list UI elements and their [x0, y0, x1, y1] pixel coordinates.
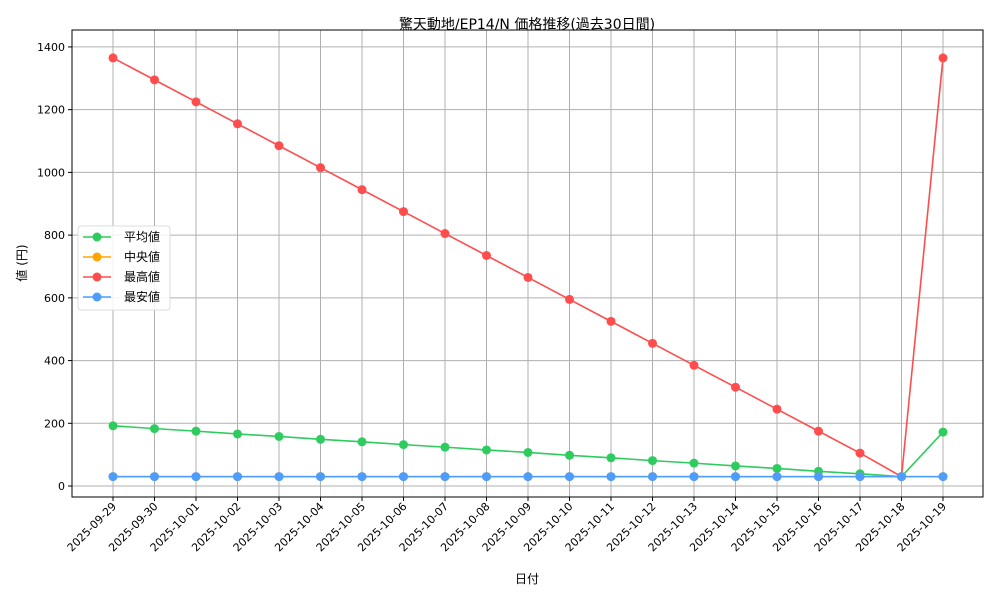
y-axis: 0 200 400 600 800 1000 1200 1400 — [37, 41, 72, 493]
data-point — [772, 472, 782, 482]
data-point — [606, 472, 616, 482]
data-point — [440, 472, 450, 482]
grid — [72, 30, 983, 497]
data-point — [523, 272, 533, 282]
y-tick-label: 200 — [44, 417, 65, 430]
data-point — [689, 472, 699, 482]
data-point — [191, 426, 201, 436]
data-point — [731, 461, 740, 471]
data-point — [606, 316, 616, 326]
y-tick-label: 0 — [58, 480, 65, 493]
data-point — [316, 434, 325, 444]
data-point — [772, 404, 782, 414]
data-point — [482, 251, 491, 261]
data-point — [689, 458, 699, 468]
series-2 — [108, 53, 948, 482]
x-axis: 2025-09-292025-09-302025-10-012025-10-02… — [65, 497, 949, 554]
data-point — [855, 472, 865, 482]
data-point — [565, 450, 574, 460]
legend-label: 最高値 — [124, 269, 160, 284]
data-point — [233, 119, 242, 129]
y-tick-label: 1200 — [37, 104, 65, 117]
data-point — [233, 429, 242, 439]
y-axis-label: 値 (円) — [14, 244, 29, 281]
series-0 — [108, 421, 948, 482]
data-point — [648, 338, 657, 348]
data-point — [108, 472, 118, 482]
data-point — [440, 442, 450, 452]
data-point — [731, 472, 740, 482]
data-point — [938, 53, 948, 63]
data-point — [482, 445, 491, 455]
data-point — [689, 360, 699, 370]
data-point — [606, 453, 616, 463]
data-point — [938, 472, 948, 482]
legend-box — [77, 225, 171, 311]
data-point — [565, 472, 574, 482]
data-point — [274, 472, 284, 482]
legend-marker — [92, 272, 102, 282]
legend-label: 中央値 — [124, 249, 160, 264]
data-point — [814, 472, 823, 482]
legend-marker — [92, 292, 102, 302]
series-group — [108, 53, 948, 482]
legend-label: 最安値 — [124, 289, 160, 304]
data-point — [731, 382, 740, 392]
data-point — [440, 229, 450, 239]
y-tick-label: 800 — [44, 229, 65, 242]
y-tick-label: 400 — [44, 355, 65, 368]
data-point — [648, 456, 657, 466]
y-tick-label: 1000 — [37, 166, 65, 179]
data-point — [357, 472, 367, 482]
data-point — [855, 448, 865, 458]
data-point — [523, 447, 533, 457]
data-point — [108, 421, 118, 431]
legend-label: 平均値 — [124, 229, 160, 244]
data-point — [772, 463, 782, 473]
data-point — [523, 472, 533, 482]
data-point — [938, 427, 948, 437]
data-point — [316, 163, 325, 173]
data-point — [357, 185, 367, 195]
data-point — [897, 472, 906, 482]
data-point — [191, 97, 201, 107]
data-point — [274, 141, 284, 151]
y-tick-label: 600 — [44, 292, 65, 305]
chart-title: 驚天動地/EP14/N 価格推移(過去30日間) — [399, 16, 655, 33]
data-point — [108, 53, 118, 63]
data-point — [233, 472, 242, 482]
data-point — [274, 431, 284, 441]
data-point — [357, 437, 367, 447]
y-tick-label: 1400 — [37, 41, 65, 54]
data-point — [399, 207, 408, 217]
data-point — [150, 75, 159, 85]
data-point — [399, 472, 408, 482]
series-3 — [108, 472, 948, 482]
data-point — [399, 440, 408, 450]
data-point — [814, 426, 823, 436]
legend-marker — [92, 252, 102, 262]
data-point — [150, 472, 159, 482]
legend-marker — [92, 232, 102, 242]
x-axis-label: 日付 — [515, 572, 539, 586]
data-point — [150, 424, 159, 434]
data-point — [191, 472, 201, 482]
data-point — [648, 472, 657, 482]
data-point — [565, 294, 574, 304]
data-point — [316, 472, 325, 482]
data-point — [482, 472, 491, 482]
